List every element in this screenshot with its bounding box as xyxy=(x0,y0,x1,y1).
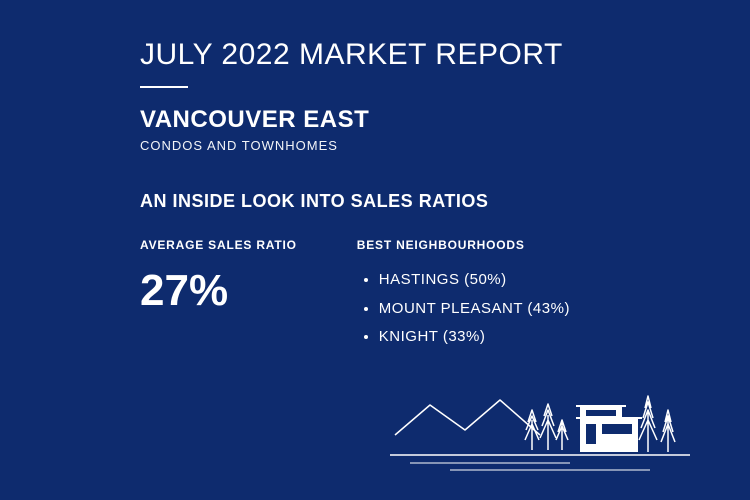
list-item: KNIGHT (33%) xyxy=(379,323,570,352)
landscape-house-icon xyxy=(390,360,690,480)
region-name: VANCOUVER EAST xyxy=(140,106,750,134)
best-neighbourhoods-column: BEST NEIGHBOURHOODS HASTINGS (50%) MOUNT… xyxy=(357,238,570,352)
stats-columns: AVERAGE SALES RATIO 27% BEST NEIGHBOURHO… xyxy=(140,238,750,352)
avg-ratio-column: AVERAGE SALES RATIO 27% xyxy=(140,238,297,352)
avg-ratio-label: AVERAGE SALES RATIO xyxy=(140,238,297,252)
section-heading: AN INSIDE LOOK INTO SALES RATIOS xyxy=(140,191,750,212)
report-card: JULY 2022 MARKET REPORT VANCOUVER EAST C… xyxy=(0,0,750,352)
avg-ratio-value: 27% xyxy=(140,266,297,316)
list-item: HASTINGS (50%) xyxy=(379,266,570,295)
divider xyxy=(140,86,188,88)
property-type-subtitle: CONDOS AND TOWNHOMES xyxy=(140,138,750,153)
report-title: JULY 2022 MARKET REPORT xyxy=(140,38,750,72)
list-item: MOUNT PLEASANT (43%) xyxy=(379,295,570,324)
best-neighbourhoods-list: HASTINGS (50%) MOUNT PLEASANT (43%) KNIG… xyxy=(379,266,570,352)
best-neighbourhoods-label: BEST NEIGHBOURHOODS xyxy=(357,238,570,252)
